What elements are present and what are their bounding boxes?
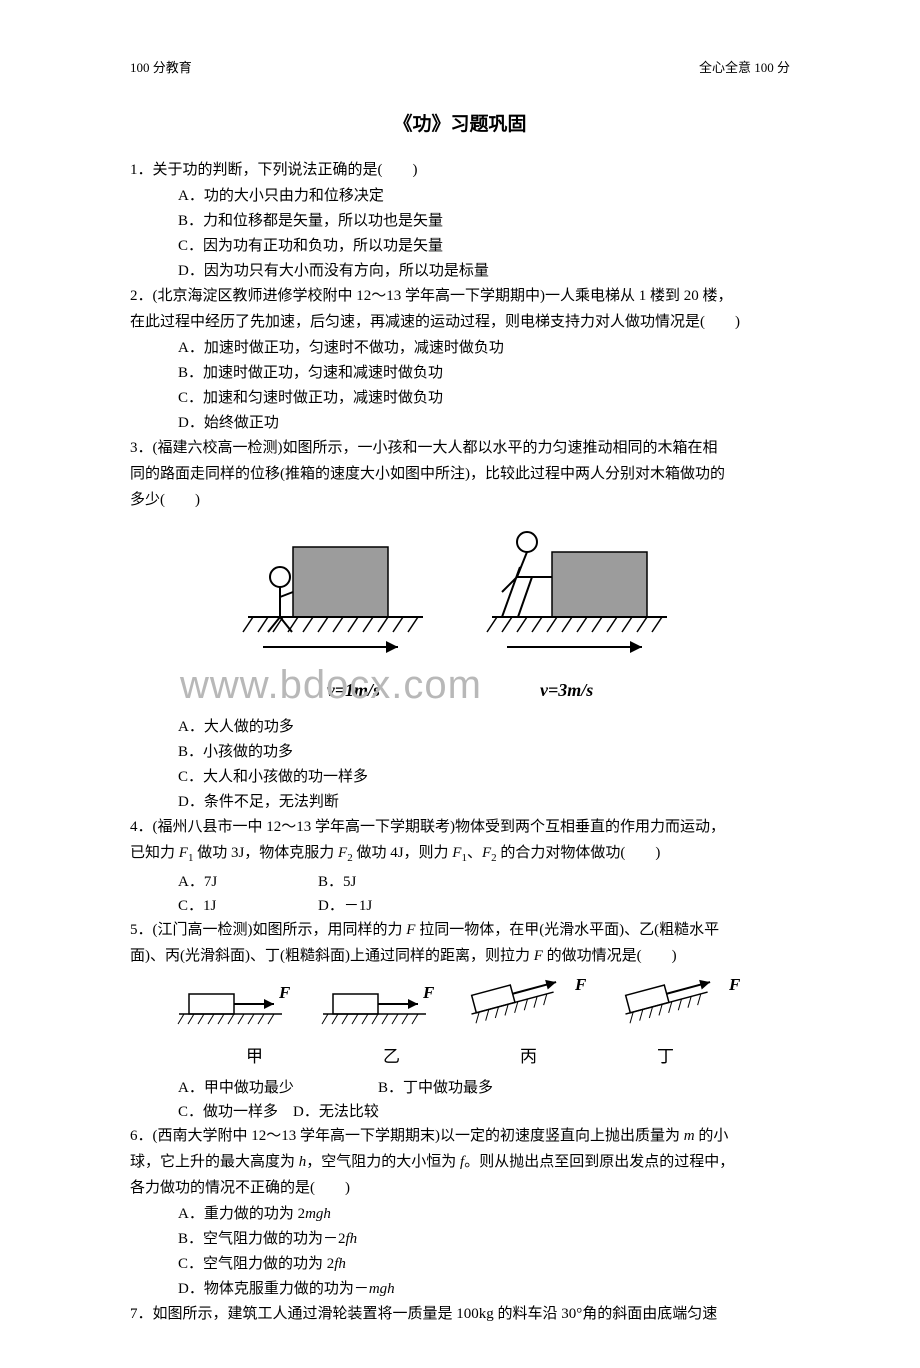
q3-v1: v=1m/s bbox=[327, 676, 380, 705]
q3-opt-c: C．大人和小孩做的功一样多 bbox=[130, 765, 790, 789]
question-2-stem2: 在此过程中经历了先加速，后匀速，再减速的运动过程，则电梯支持力对人做功情况是( … bbox=[130, 310, 790, 334]
q3-fig-right bbox=[482, 522, 682, 662]
svg-text:F: F bbox=[278, 983, 291, 1002]
q5-fig-jia: F bbox=[174, 976, 294, 1031]
q2-opt-a: A．加速时做正功，匀速时不做功，减速时做负功 bbox=[130, 336, 790, 360]
q1-opt-c: C．因为功有正功和负功，所以功是矢量 bbox=[130, 234, 790, 258]
question-5-stem: 5．(江门高一检测)如图所示，用同样的力 F 拉同一物体，在甲(光滑水平面)、乙… bbox=[130, 918, 790, 942]
question-7-stem: 7．如图所示，建筑工人通过滑轮装置将一质量是 100kg 的料车沿 30°角的斜… bbox=[130, 1302, 790, 1326]
question-1-stem: 1．关于功的判断，下列说法正确的是( ) bbox=[130, 158, 790, 182]
page-title: 《功》习题巩固 bbox=[130, 110, 790, 140]
svg-text:F: F bbox=[728, 976, 741, 994]
q4-opt-a: A．7J bbox=[178, 870, 318, 894]
q3-figure: v=1m/s v=3m/s www.bdocx.com bbox=[130, 522, 790, 705]
q3-opt-b: B．小孩做的功多 bbox=[130, 740, 790, 764]
q2-opt-c: C．加速和匀速时做正功，减速时做负功 bbox=[130, 386, 790, 410]
q5-opts: A．甲中做功最少 B．丁中做功最多 C．做功一样多 D．无法比较 bbox=[130, 1076, 790, 1124]
q5-opt-a: A．甲中做功最少 bbox=[178, 1076, 378, 1100]
question-6-stem2: 球，它上升的最大高度为 h，空气阻力的大小恒为 f。则从抛出点至回到原出发点的过… bbox=[130, 1150, 790, 1174]
question-6-stem3: 各力做功的情况不正确的是( ) bbox=[130, 1176, 790, 1200]
q1-opt-b: B．力和位移都是矢量，所以功也是矢量 bbox=[130, 209, 790, 233]
q3-fig-left bbox=[238, 522, 438, 662]
q1-opt-a: A．功的大小只由力和位移决定 bbox=[130, 184, 790, 208]
q5-opt-b: B．丁中做功最多 bbox=[378, 1076, 493, 1100]
question-6-stem: 6．(西南大学附中 12～13 学年高一下学期期末)以一定的初速度竖直向上抛出质… bbox=[130, 1124, 790, 1148]
q5-fig-ding: F bbox=[616, 976, 746, 1031]
q3-opt-d: D．条件不足，无法判断 bbox=[130, 790, 790, 814]
q5-opt-d: D．无法比较 bbox=[293, 1104, 379, 1120]
question-2-stem: 2．(北京海淀区教师进修学校附中 12～13 学年高一下学期期中)一人乘电梯从 … bbox=[130, 284, 790, 308]
svg-text:F: F bbox=[422, 983, 435, 1002]
q5-fig-bing: F bbox=[462, 976, 592, 1031]
q4-opt-b: B．5J bbox=[318, 870, 356, 894]
svg-text:F: F bbox=[574, 976, 587, 994]
question-5-stem2: 面)、丙(光滑斜面)、丁(粗糙斜面)上通过同样的距离，则拉力 F 的做功情况是(… bbox=[130, 944, 790, 968]
question-4-stem: 4．(福州八县市一中 12～13 学年高一下学期联考)物体受到两个互相垂直的作用… bbox=[130, 815, 790, 839]
q2-opt-b: B．加速时做正功，匀速和减速时做负功 bbox=[130, 361, 790, 385]
q5-figure: F F bbox=[130, 976, 790, 1039]
question-4-stem2: 已知力 F1 做功 3J，物体克服力 F2 做功 4J，则力 F1、F2 的合力… bbox=[130, 841, 790, 868]
q4-opts-row1: A．7J B．5J bbox=[130, 870, 790, 894]
q5-opt-c: C．做功一样多 bbox=[178, 1104, 278, 1120]
q6-opt-b: B．空气阻力做的功为－2fh bbox=[130, 1227, 790, 1251]
q4-opt-d: D．－1J bbox=[318, 894, 372, 918]
question-3-stem: 3．(福建六校高一检测)如图所示，一小孩和一大人都以水平的力匀速推动相同的木箱在… bbox=[130, 436, 790, 460]
q4-opts-row2: C．1J D．－1J bbox=[130, 894, 790, 918]
q2-opt-d: D．始终做正功 bbox=[130, 411, 790, 435]
q1-opt-d: D．因为功只有大小而没有方向，所以功是标量 bbox=[130, 259, 790, 283]
q4-opt-c: C．1J bbox=[178, 894, 318, 918]
question-3-stem3: 多少( ) bbox=[130, 488, 790, 512]
q6-opt-c: C．空气阻力做的功为 2fh bbox=[130, 1252, 790, 1276]
q6-opt-a: A．重力做的功为 2mgh bbox=[130, 1202, 790, 1226]
q5-labels: 甲 乙 丙 丁 bbox=[130, 1043, 790, 1070]
q6-opt-d: D．物体克服重力做的功为－mgh bbox=[130, 1277, 790, 1301]
header-right: 全心全意 100 分 bbox=[699, 58, 790, 79]
q3-opt-a: A．大人做的功多 bbox=[130, 715, 790, 739]
q3-v2: v=3m/s bbox=[540, 676, 593, 705]
question-3-stem2: 同的路面走同样的位移(推箱的速度大小如图中所注)，比较此过程中两人分别对木箱做功… bbox=[130, 462, 790, 486]
q5-fig-yi: F bbox=[318, 976, 438, 1031]
header-left: 100 分教育 bbox=[130, 58, 192, 79]
